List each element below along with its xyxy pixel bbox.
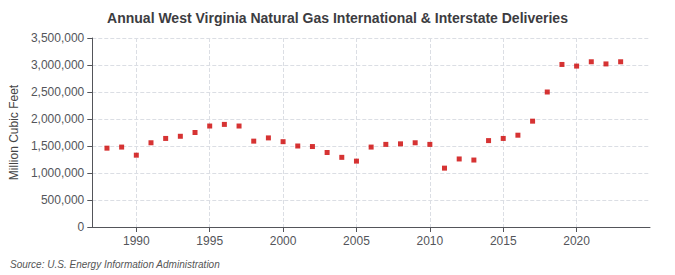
svg-text:2005: 2005 bbox=[343, 234, 370, 248]
svg-text:2000: 2000 bbox=[270, 234, 297, 248]
svg-text:1,000,000: 1,000,000 bbox=[31, 166, 85, 180]
svg-text:3,000,000: 3,000,000 bbox=[31, 58, 85, 72]
svg-text:2,000,000: 2,000,000 bbox=[31, 112, 85, 126]
svg-text:Source: U.S. Energy Informatio: Source: U.S. Energy Information Administ… bbox=[10, 259, 220, 270]
svg-text:500,000: 500,000 bbox=[41, 193, 85, 207]
svg-text:0: 0 bbox=[78, 220, 85, 234]
svg-text:1,500,000: 1,500,000 bbox=[31, 139, 85, 153]
svg-text:3,500,000: 3,500,000 bbox=[31, 31, 85, 45]
svg-text:2010: 2010 bbox=[416, 234, 443, 248]
svg-text:Million Cubic Feet: Million Cubic Feet bbox=[7, 84, 21, 180]
svg-text:1995: 1995 bbox=[196, 234, 223, 248]
svg-text:1990: 1990 bbox=[123, 234, 150, 248]
svg-text:2020: 2020 bbox=[563, 234, 590, 248]
svg-text:Annual West Virginia Natural G: Annual West Virginia Natural Gas Interna… bbox=[107, 10, 568, 26]
svg-text:2015: 2015 bbox=[490, 234, 517, 248]
svg-text:2,500,000: 2,500,000 bbox=[31, 85, 85, 99]
